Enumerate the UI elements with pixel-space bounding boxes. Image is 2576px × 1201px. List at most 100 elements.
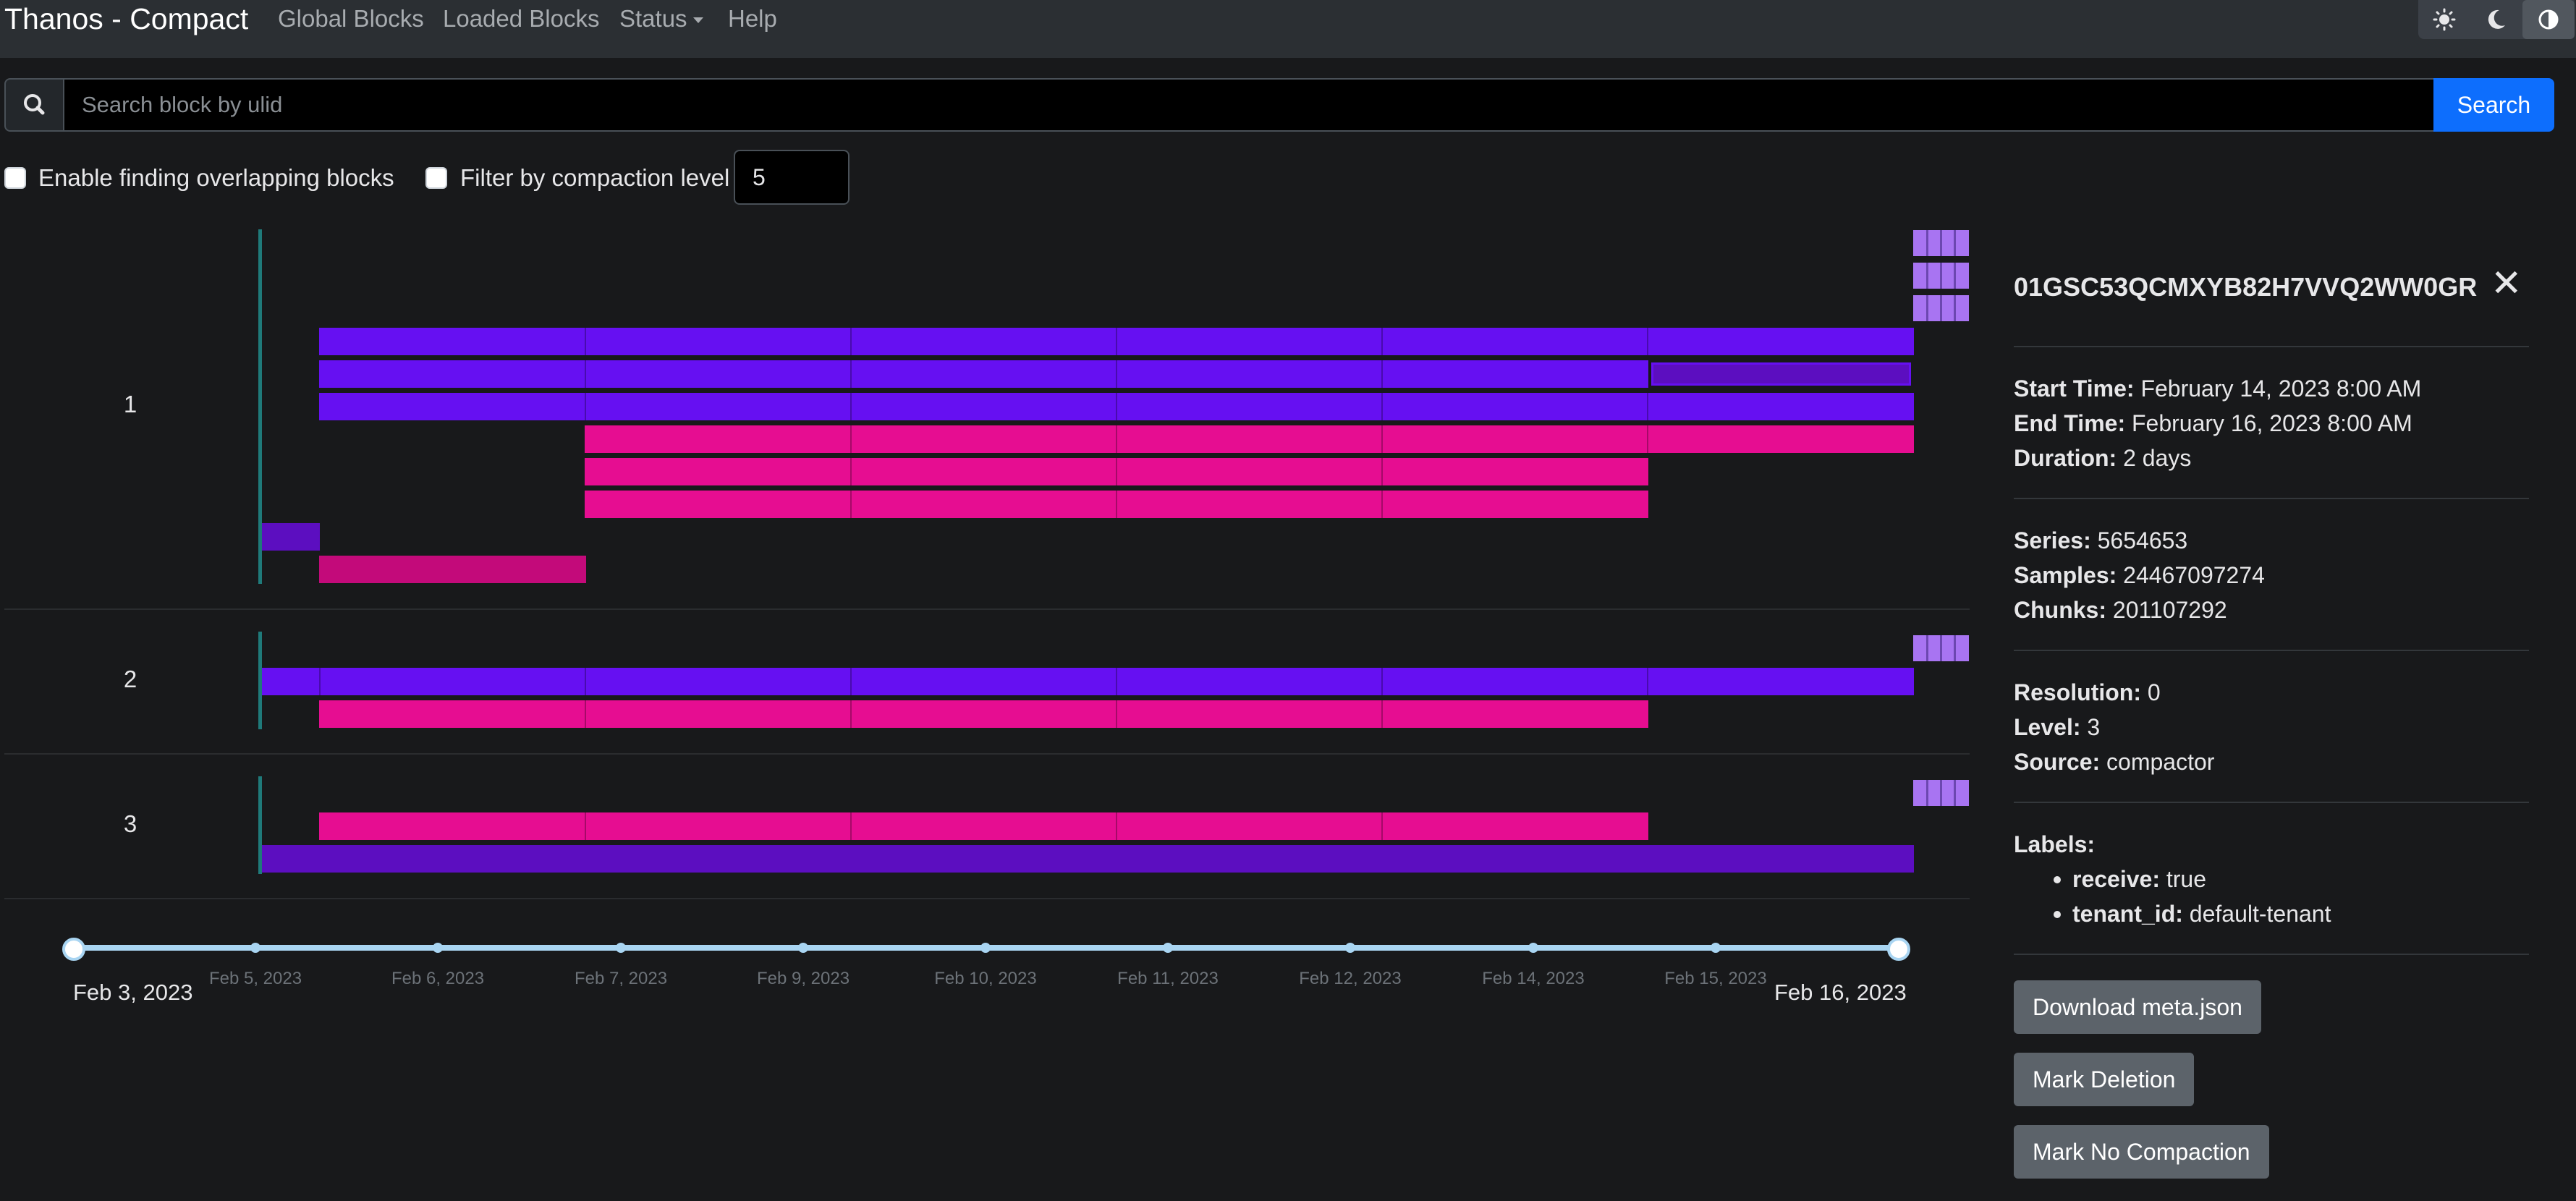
chunks-row: Chunks: 201107292 xyxy=(2014,597,2227,623)
start-time-row: Start Time: February 14, 2023 8:00 AM xyxy=(2014,375,2422,402)
slider-tick xyxy=(1528,943,1538,953)
mini-block[interactable] xyxy=(1913,635,1969,661)
level-value: 3 xyxy=(2087,714,2101,740)
list-bullet xyxy=(2054,876,2061,883)
tick-label: Feb 9, 2023 xyxy=(756,969,850,988)
light-theme-button[interactable] xyxy=(2418,0,2470,39)
block-bar[interactable] xyxy=(585,491,1648,518)
nav-help[interactable]: Help xyxy=(728,5,777,32)
block-bar[interactable] xyxy=(319,328,1914,355)
block-bar[interactable] xyxy=(262,523,320,551)
chunks-value: 201107292 xyxy=(2112,597,2227,623)
blocks-timeline: 1 2 3 xyxy=(0,217,1970,912)
block-bar[interactable] xyxy=(262,668,1914,695)
tick-label: Feb 12, 2023 xyxy=(1299,969,1402,988)
search-button[interactable]: Search xyxy=(2433,78,2554,132)
mini-block[interactable] xyxy=(1913,263,1969,289)
slider-tick xyxy=(616,943,626,953)
close-icon[interactable]: ✕ xyxy=(2491,263,2522,305)
mini-block[interactable] xyxy=(1913,230,1969,256)
block-bar[interactable] xyxy=(319,812,1648,840)
navbar xyxy=(0,0,2576,58)
block-bar[interactable] xyxy=(319,393,1914,420)
duration-row: Duration: 2 days xyxy=(2014,445,2192,471)
divider xyxy=(2014,346,2529,347)
slider-tick xyxy=(980,943,991,953)
tick-label: Feb 5, 2023 xyxy=(208,969,302,988)
nav-loaded-blocks[interactable]: Loaded Blocks xyxy=(443,5,600,32)
slider-end-handle[interactable] xyxy=(1887,938,1910,961)
tick-label: Feb 15, 2023 xyxy=(1664,969,1767,988)
overlap-checkbox[interactable] xyxy=(4,167,26,189)
range-end-label: Feb 16, 2023 xyxy=(1774,980,1907,1005)
selected-block-bar[interactable] xyxy=(1651,362,1911,386)
end-time-row: End Time: February 16, 2023 8:00 AM xyxy=(2014,410,2412,436)
mini-block[interactable] xyxy=(1913,780,1969,806)
level-row: Level: 3 xyxy=(2014,714,2101,740)
series-value: 5654653 xyxy=(2097,527,2188,553)
slider-tick xyxy=(433,943,443,953)
block-bar[interactable] xyxy=(585,425,1914,453)
row-separator xyxy=(4,753,1970,755)
divider xyxy=(2014,498,2529,499)
mark-no-compaction-button[interactable]: Mark No Compaction xyxy=(2014,1125,2269,1179)
labels-title: Labels: xyxy=(2014,831,2096,857)
row-axis xyxy=(258,632,262,729)
search-input[interactable] xyxy=(64,78,2433,132)
dark-theme-button[interactable] xyxy=(2470,0,2522,39)
row-label-level-1: 1 xyxy=(123,391,137,417)
series-row: Series: 5654653 xyxy=(2014,527,2188,553)
tick-label: Feb 11, 2023 xyxy=(1117,969,1219,988)
tick-label: Feb 7, 2023 xyxy=(574,969,668,988)
level-filter-checkbox[interactable] xyxy=(425,167,447,189)
block-bar[interactable] xyxy=(319,360,1648,388)
row-axis xyxy=(258,229,262,584)
overlap-label: Enable finding overlapping blocks xyxy=(38,164,394,191)
duration-value: 2 days xyxy=(2123,445,2192,471)
label-item: tenant_id: default-tenant xyxy=(2072,901,2331,927)
level-filter-label: Filter by compaction level xyxy=(460,164,730,191)
download-meta-button[interactable]: Download meta.json xyxy=(2014,980,2261,1034)
tick-label: Feb 6, 2023 xyxy=(391,969,485,988)
divider xyxy=(2014,954,2529,955)
moon-icon xyxy=(2488,9,2505,29)
divider xyxy=(2014,802,2529,803)
divider xyxy=(2014,650,2529,651)
contrast-icon xyxy=(2538,9,2559,30)
block-bar[interactable] xyxy=(585,458,1648,485)
slider-tick xyxy=(1345,943,1355,953)
source-value: compactor xyxy=(2106,749,2215,775)
resolution-row: Resolution: 0 xyxy=(2014,679,2161,705)
row-separator xyxy=(4,608,1970,610)
theme-switcher xyxy=(2418,0,2575,39)
auto-theme-button[interactable] xyxy=(2522,0,2575,39)
block-bar[interactable] xyxy=(262,845,1914,873)
block-id-heading: 01GSC53QCMXYB82H7VVQ2WW0GR xyxy=(2014,272,2478,302)
sun-icon xyxy=(2433,8,2456,31)
mini-block[interactable] xyxy=(1913,295,1969,321)
compaction-level-input[interactable] xyxy=(734,150,850,205)
slider-tick xyxy=(1711,943,1721,953)
samples-value: 24467097274 xyxy=(2123,562,2265,588)
slider-start-handle[interactable] xyxy=(62,938,85,961)
block-bar[interactable] xyxy=(319,700,1648,728)
nav-status-label: Status xyxy=(619,5,687,32)
row-axis xyxy=(258,776,262,874)
nav-global-blocks[interactable]: Global Blocks xyxy=(278,5,424,32)
nav-status-dropdown[interactable]: Status xyxy=(619,0,703,38)
slider-tick xyxy=(250,943,260,953)
resolution-value: 0 xyxy=(2147,679,2161,705)
samples-row: Samples: 24467097274 xyxy=(2014,562,2265,588)
slider-tick xyxy=(1163,943,1173,953)
caret-down-icon xyxy=(692,17,703,24)
list-bullet xyxy=(2054,911,2061,918)
block-bar[interactable] xyxy=(319,556,586,583)
range-start-label: Feb 3, 2023 xyxy=(73,980,193,1005)
tick-label: Feb 10, 2023 xyxy=(934,969,1037,988)
label-item: receive: true xyxy=(2072,866,2207,892)
search-addon xyxy=(4,78,64,132)
app-brand[interactable]: Thanos - Compact xyxy=(4,2,249,35)
tick-label: Feb 14, 2023 xyxy=(1482,969,1585,988)
source-row: Source: compactor xyxy=(2014,749,2215,775)
mark-deletion-button[interactable]: Mark Deletion xyxy=(2014,1053,2195,1106)
